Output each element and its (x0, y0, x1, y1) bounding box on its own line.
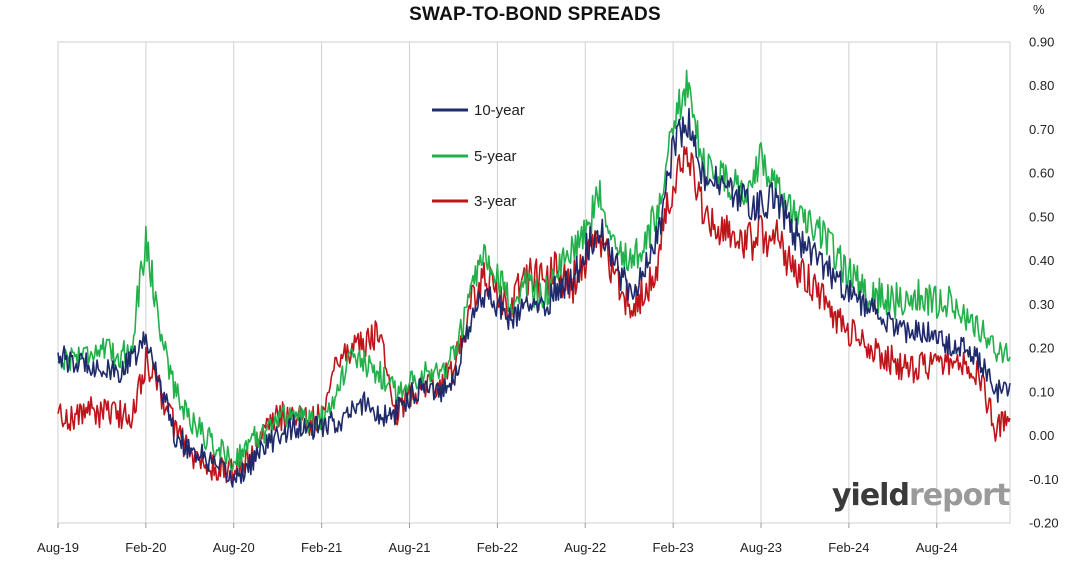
x-tick-label: Aug-20 (213, 540, 255, 555)
x-tick-label: Feb-20 (125, 540, 166, 555)
x-tick-label: Feb-22 (477, 540, 518, 555)
legend-label-10-year: 10-year (474, 102, 525, 119)
gridlines (57, 42, 938, 523)
y-tick-label: 0.90 (1029, 35, 1054, 50)
y-tick-label: 0.60 (1029, 166, 1054, 181)
y-axis: 0.90 0.80 0.70 0.60 0.50 0.40 0.30 0.20 0.10 0.00… (1029, 35, 1059, 531)
x-tick-label: Feb-23 (653, 540, 694, 555)
y-tick-label: 0.00 (1029, 428, 1054, 443)
series-line-3-year (57, 145, 1011, 484)
x-tick-label: Aug-23 (740, 540, 782, 555)
x-axis: Aug-19 Feb-20 Aug-20 Feb-21 Aug-21 Feb-22 Aug-… (37, 523, 958, 555)
x-tick-label: Feb-24 (828, 540, 869, 555)
logo-text-yield: yield (832, 478, 910, 513)
legend-label-5-year: 5-year (474, 148, 517, 165)
y-tick-label: 0.10 (1029, 384, 1054, 399)
y-tick-label: 0.40 (1029, 253, 1054, 268)
chart-title: SWAP-TO-BOND SPREADS (409, 4, 661, 25)
series-lines (57, 69, 1011, 488)
y-tick-label: 0.30 (1029, 297, 1054, 312)
x-tick-label: Aug-22 (564, 540, 606, 555)
y-axis-unit-label: % (1033, 2, 1045, 17)
legend: 10-year 5-year 3-year (432, 102, 525, 210)
y-tick-label: 0.50 (1029, 209, 1054, 224)
series-line-10-year (57, 107, 1011, 488)
y-tick-label: 0.20 (1029, 341, 1054, 356)
x-tick-label: Aug-21 (389, 540, 431, 555)
x-tick-label: Aug-19 (37, 540, 79, 555)
yieldreport-logo: yieldreport (832, 478, 1010, 513)
logo-text-report: report (908, 478, 1010, 513)
legend-label-3-year: 3-year (474, 193, 517, 210)
y-tick-label: -0.20 (1029, 516, 1059, 531)
x-tick-label: Feb-21 (301, 540, 342, 555)
y-tick-label: 0.70 (1029, 122, 1054, 137)
y-tick-label: 0.80 (1029, 78, 1054, 93)
y-tick-label: -0.10 (1029, 472, 1059, 487)
series-line-5-year (57, 69, 1011, 471)
x-tick-label: Aug-24 (916, 540, 958, 555)
